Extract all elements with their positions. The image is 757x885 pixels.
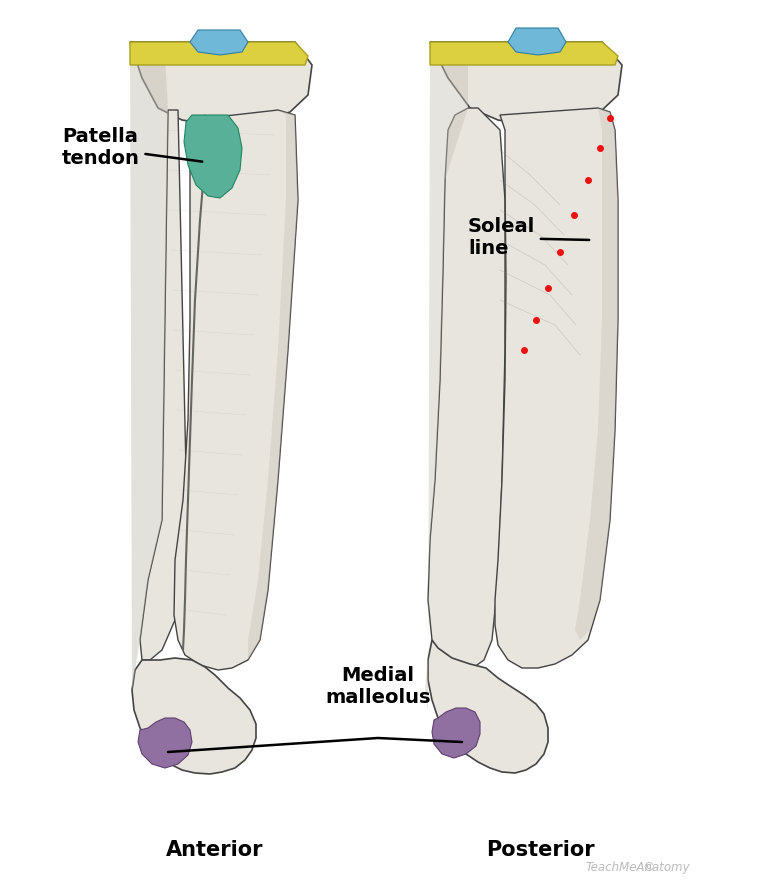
Text: Medial
malleolus: Medial malleolus xyxy=(326,666,431,707)
Polygon shape xyxy=(190,30,248,55)
Polygon shape xyxy=(248,110,298,660)
Polygon shape xyxy=(132,658,256,774)
Polygon shape xyxy=(428,108,505,670)
Text: Posterior: Posterior xyxy=(486,840,594,860)
Polygon shape xyxy=(575,108,618,640)
Text: TeachMeAnatomy: TeachMeAnatomy xyxy=(585,861,690,874)
Polygon shape xyxy=(430,42,618,65)
Polygon shape xyxy=(184,115,242,198)
Text: ©: © xyxy=(642,861,654,874)
Polygon shape xyxy=(138,718,192,768)
Polygon shape xyxy=(425,42,468,710)
Polygon shape xyxy=(174,110,298,670)
Text: Anterior: Anterior xyxy=(167,840,263,860)
Text: Patella
tendon: Patella tendon xyxy=(62,127,202,168)
Polygon shape xyxy=(508,28,566,55)
Polygon shape xyxy=(495,108,618,668)
Polygon shape xyxy=(432,708,480,758)
Polygon shape xyxy=(130,42,168,690)
Polygon shape xyxy=(130,42,308,65)
Polygon shape xyxy=(140,110,188,660)
Polygon shape xyxy=(130,42,312,126)
Polygon shape xyxy=(428,640,548,773)
Polygon shape xyxy=(430,42,622,126)
Text: Soleal
line: Soleal line xyxy=(468,218,589,258)
